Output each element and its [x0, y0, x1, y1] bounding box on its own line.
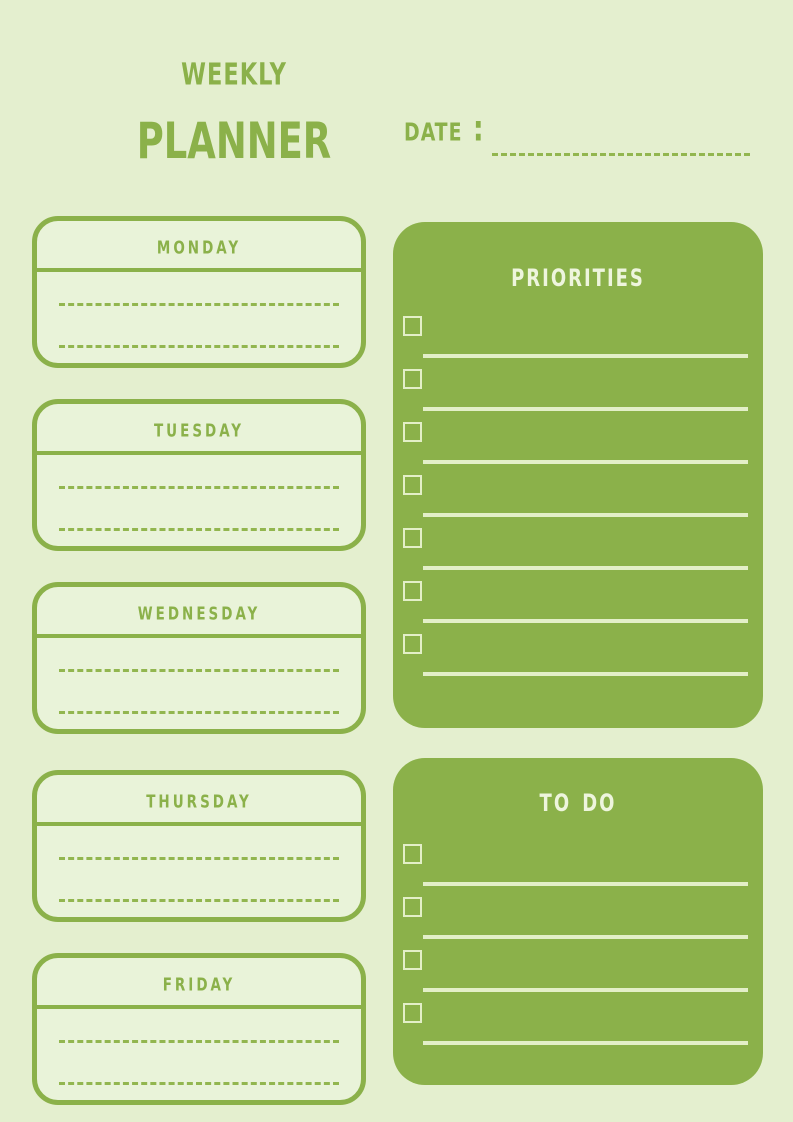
checkbox-icon[interactable]: [403, 1003, 422, 1023]
day-body[interactable]: [37, 272, 361, 363]
entry-line[interactable]: [423, 513, 748, 517]
date-input-line[interactable]: [492, 153, 750, 156]
checkbox-icon[interactable]: [403, 369, 422, 389]
entry-line[interactable]: [423, 566, 748, 570]
day-name-label: Friday: [162, 967, 236, 996]
priorities-panel: Priorities: [393, 222, 763, 728]
day-card-friday[interactable]: Friday: [32, 953, 366, 1105]
entry-line[interactable]: [423, 672, 748, 676]
entry-line[interactable]: [423, 354, 748, 358]
priority-row[interactable]: [393, 475, 763, 528]
day-header: Monday: [37, 221, 361, 272]
page-title: Weekly Planner: [104, 50, 364, 169]
write-line[interactable]: [59, 528, 339, 531]
entry-line[interactable]: [423, 407, 748, 411]
day-card-wednesday[interactable]: Wednesday: [32, 582, 366, 734]
priority-row[interactable]: [393, 422, 763, 475]
priorities-rows: [393, 316, 763, 687]
write-line[interactable]: [59, 669, 339, 672]
write-line[interactable]: [59, 899, 339, 902]
todo-panel: To Do: [393, 758, 763, 1085]
entry-line[interactable]: [423, 1041, 748, 1045]
write-line[interactable]: [59, 1082, 339, 1085]
priority-row[interactable]: [393, 316, 763, 369]
checkbox-icon[interactable]: [403, 897, 422, 917]
title-planner: Planner: [136, 91, 332, 175]
spacer: [32, 551, 366, 582]
checkbox-icon[interactable]: [403, 634, 422, 654]
checkbox-icon[interactable]: [403, 581, 422, 601]
priority-row[interactable]: [393, 528, 763, 581]
entry-line[interactable]: [423, 619, 748, 623]
write-line[interactable]: [59, 303, 339, 306]
write-line[interactable]: [59, 857, 339, 860]
checkbox-icon[interactable]: [403, 422, 422, 442]
spacer: [32, 734, 366, 770]
write-line[interactable]: [59, 486, 339, 489]
todo-row[interactable]: [393, 950, 763, 1003]
day-card-tuesday[interactable]: Tuesday: [32, 399, 366, 551]
day-header: Wednesday: [37, 587, 361, 638]
page-header: Weekly Planner Date :: [0, 0, 793, 205]
spacer: [32, 922, 366, 953]
day-header: Thursday: [37, 775, 361, 826]
checkbox-icon[interactable]: [403, 316, 422, 336]
priority-row[interactable]: [393, 369, 763, 422]
todo-rows: [393, 844, 763, 1056]
priority-row[interactable]: [393, 634, 763, 687]
day-card-monday[interactable]: Monday: [32, 216, 366, 368]
date-label: Date :: [404, 108, 485, 150]
write-line[interactable]: [59, 711, 339, 714]
entry-line[interactable]: [423, 935, 748, 939]
priority-row[interactable]: [393, 581, 763, 634]
day-body[interactable]: [37, 638, 361, 729]
day-header: Tuesday: [37, 404, 361, 455]
checkbox-icon[interactable]: [403, 844, 422, 864]
todo-row[interactable]: [393, 1003, 763, 1056]
spacer: [32, 368, 366, 399]
day-body[interactable]: [37, 1009, 361, 1100]
checkbox-icon[interactable]: [403, 950, 422, 970]
checkbox-icon[interactable]: [403, 475, 422, 495]
entry-line[interactable]: [423, 882, 748, 886]
entry-line[interactable]: [423, 460, 748, 464]
todo-title: To Do: [539, 778, 617, 820]
day-name-label: Wednesday: [137, 596, 261, 625]
day-card-thursday[interactable]: Thursday: [32, 770, 366, 922]
todo-row[interactable]: [393, 897, 763, 950]
write-line[interactable]: [59, 345, 339, 348]
day-name-label: Thursday: [146, 784, 252, 813]
day-body[interactable]: [37, 455, 361, 546]
title-weekly: Weekly: [181, 46, 287, 96]
day-name-label: Monday: [156, 230, 242, 259]
todo-row[interactable]: [393, 844, 763, 897]
date-field[interactable]: Date :: [404, 108, 754, 168]
day-cards-column: Monday Tuesday Wednesday: [32, 216, 366, 1105]
day-header: Friday: [37, 958, 361, 1009]
checkbox-icon[interactable]: [403, 528, 422, 548]
entry-line[interactable]: [423, 988, 748, 992]
day-body[interactable]: [37, 826, 361, 917]
priorities-title: Priorities: [511, 253, 645, 295]
write-line[interactable]: [59, 1040, 339, 1043]
day-name-label: Tuesday: [153, 413, 245, 442]
